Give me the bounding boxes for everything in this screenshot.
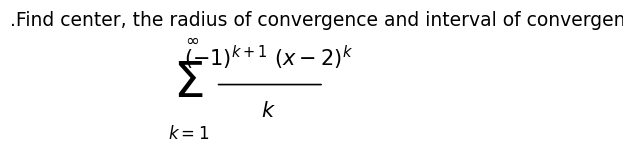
Text: $\infty$: $\infty$: [185, 32, 199, 49]
Text: $(-1)^{k+1}\ (x-2)^k$: $(-1)^{k+1}\ (x-2)^k$: [184, 44, 353, 72]
Text: .Find center, the radius of convergence and interval of convergence for: .Find center, the radius of convergence …: [10, 11, 623, 30]
Text: $\Sigma$: $\Sigma$: [173, 58, 203, 108]
Text: $k$: $k$: [262, 101, 276, 121]
Text: $k=1$: $k=1$: [168, 125, 209, 143]
